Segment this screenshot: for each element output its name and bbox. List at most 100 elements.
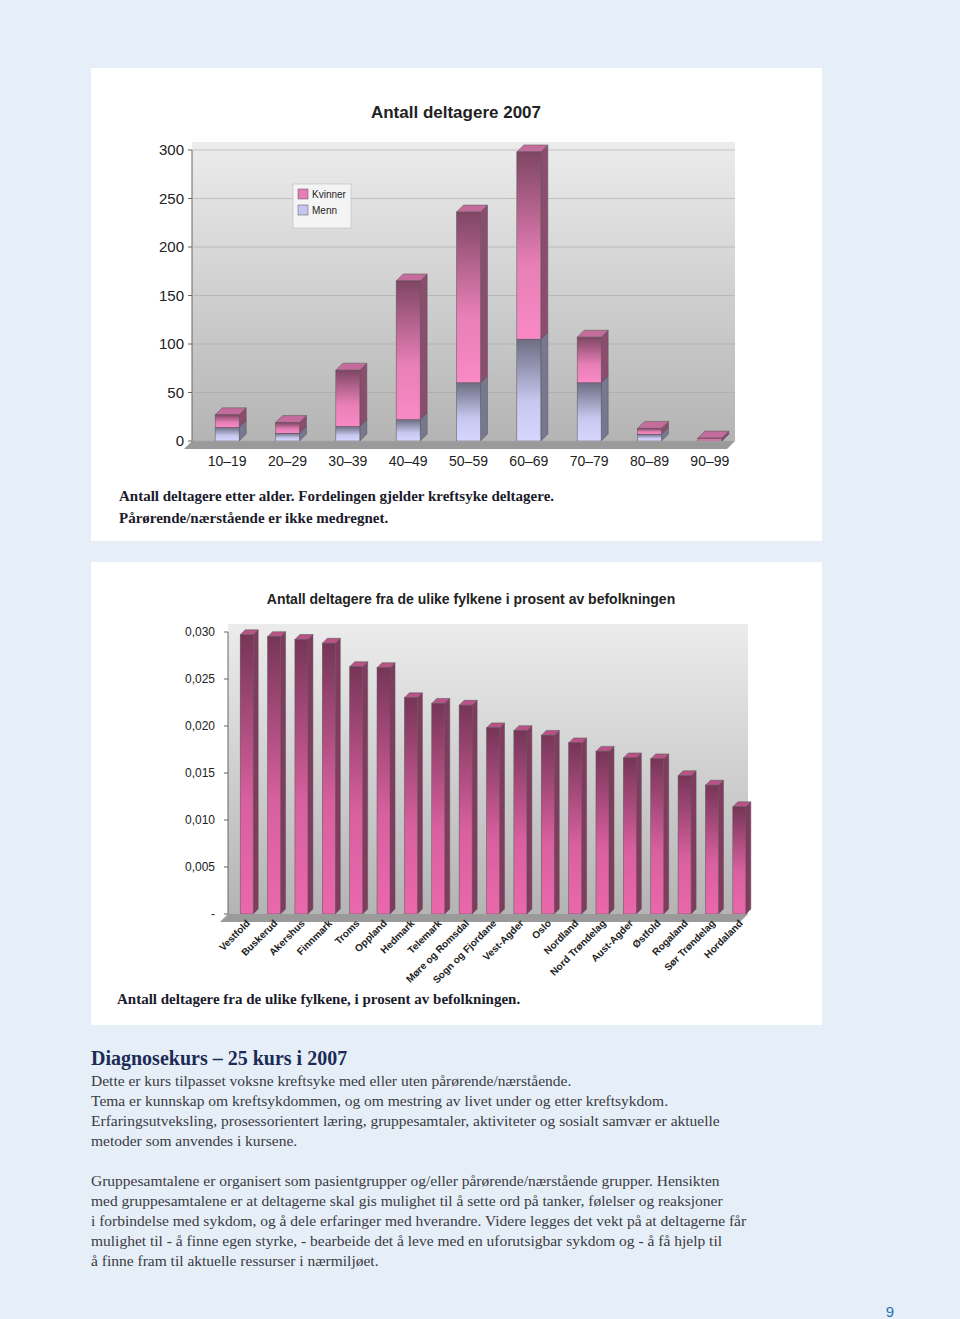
- bar-top: [577, 330, 608, 337]
- bar-side: [541, 145, 548, 339]
- x-tick-label: Aust-Agder: [589, 918, 635, 964]
- paragraph-line: Erfaringsutveksling, prosessorientert læ…: [91, 1112, 720, 1129]
- bar: [705, 785, 718, 914]
- chart-caption: Antall deltagere fra de ulike fylkene, i…: [117, 991, 520, 1007]
- x-tick-label: Finnmark: [295, 917, 335, 957]
- y-tick-label: 300: [159, 141, 184, 158]
- bar: [404, 698, 417, 914]
- bar: [514, 731, 527, 914]
- bar-top: [276, 416, 307, 423]
- bar: [276, 423, 300, 434]
- y-tick-label: 0: [176, 432, 184, 449]
- paragraph-line: metoder som anvendes i kursene.: [91, 1132, 297, 1149]
- bar: [336, 370, 360, 426]
- x-tick-label: 50–59: [449, 453, 488, 469]
- y-tick: [224, 773, 228, 774]
- chart-caption: Antall deltagere etter alder. Fordelinge…: [119, 488, 554, 504]
- bar-top: [350, 662, 368, 667]
- paragraph-line: å finne fram til aktuelle ressurser i næ…: [91, 1252, 379, 1269]
- bar-side: [308, 635, 313, 914]
- paragraph-line: Tema er kunnskap om kreftsykdommen, og o…: [91, 1092, 668, 1109]
- bar-side: [281, 632, 286, 914]
- bar: [336, 426, 360, 441]
- legend-swatch: [298, 205, 308, 215]
- bar-top: [432, 698, 450, 703]
- y-tick-label: 200: [159, 238, 184, 255]
- bar-top: [240, 630, 258, 635]
- y-tick: [224, 914, 228, 915]
- bar-top: [541, 730, 559, 735]
- bar: [698, 438, 722, 441]
- page-number: 9: [886, 1303, 894, 1319]
- legend-label: Kvinner: [312, 189, 347, 200]
- x-tick-label: 20–29: [268, 453, 307, 469]
- x-tick-label: 70–79: [570, 453, 609, 469]
- bar: [651, 759, 664, 914]
- bar-top: [322, 638, 340, 643]
- bar-side: [664, 754, 669, 914]
- y-tick: [188, 392, 192, 393]
- bar-side: [527, 726, 532, 914]
- bar: [517, 152, 541, 339]
- bar-top: [638, 421, 669, 428]
- bar-side: [390, 663, 395, 914]
- bars: [215, 145, 729, 441]
- bar-side: [601, 330, 608, 383]
- paragraph-line: Dette er kurs tilpasset voksne kreftsyke…: [91, 1072, 571, 1089]
- x-tick-label: Oslo: [530, 918, 554, 942]
- bar: [733, 807, 746, 914]
- y-tick-label: 100: [159, 335, 184, 352]
- plot-wall: [192, 142, 735, 441]
- bar-top: [705, 780, 723, 785]
- y-tick: [188, 247, 192, 248]
- bar-side: [541, 332, 548, 441]
- section-heading: Diagnosekurs – 25 kurs i 2007: [91, 1047, 347, 1070]
- bar: [638, 434, 662, 441]
- bar: [432, 703, 445, 914]
- bar-side: [420, 274, 427, 420]
- bar: [577, 337, 601, 383]
- bar-side: [481, 205, 488, 383]
- page-background: [0, 0, 960, 1319]
- bar-top: [569, 738, 587, 743]
- y-tick: [188, 441, 192, 442]
- y-tick: [224, 726, 228, 727]
- plot-floor: [184, 441, 735, 449]
- x-tick-label: 80–89: [630, 453, 669, 469]
- paragraph-line: mulighet til - å finne egen styrke, - be…: [91, 1232, 722, 1249]
- y-tick-label: 0,030: [185, 625, 215, 639]
- y-tick: [188, 150, 192, 151]
- y-tick-label: 0,010: [185, 813, 215, 827]
- y-tick: [224, 820, 228, 821]
- x-tick-label: 60–69: [509, 453, 548, 469]
- bar: [459, 705, 472, 914]
- bar: [487, 728, 500, 914]
- bar: [396, 420, 420, 441]
- page: Antall deltagere 20070501001502002503001…: [0, 0, 960, 1319]
- bar: [377, 668, 390, 914]
- bar-side: [500, 723, 505, 914]
- bar: [240, 635, 253, 914]
- bar-top: [651, 754, 669, 759]
- bar-top: [377, 663, 395, 668]
- bar-top: [336, 363, 367, 370]
- x-tick-label: 30–39: [328, 453, 367, 469]
- bar: [517, 339, 541, 441]
- bar-top: [514, 726, 532, 731]
- bar: [638, 428, 662, 434]
- bar: [268, 637, 281, 914]
- bar-side: [472, 700, 477, 914]
- bar: [623, 758, 636, 914]
- bar-side: [746, 802, 751, 914]
- plot-wall: [228, 624, 748, 914]
- bar-top: [215, 408, 246, 415]
- bar-side: [554, 730, 559, 914]
- y-tick-label: 0,020: [185, 719, 215, 733]
- legend-label: Menn: [312, 205, 337, 216]
- y-tick-label: 0,015: [185, 766, 215, 780]
- y-tick: [188, 198, 192, 199]
- bar: [215, 427, 239, 441]
- bar-top: [457, 205, 488, 212]
- bar-top: [623, 753, 641, 758]
- bar: [596, 751, 609, 914]
